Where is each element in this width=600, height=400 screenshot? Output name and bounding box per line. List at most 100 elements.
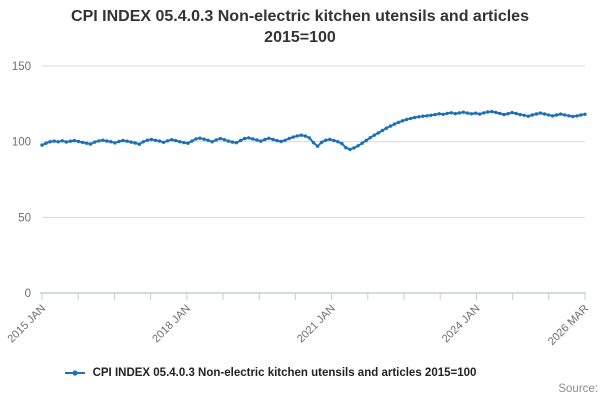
series-point xyxy=(396,120,401,125)
series-point xyxy=(563,113,567,117)
series-point xyxy=(449,111,453,115)
series-point xyxy=(433,112,437,117)
series-point xyxy=(97,139,101,143)
series-point xyxy=(344,146,348,150)
series-point xyxy=(441,112,445,117)
series-point xyxy=(405,117,409,122)
series-point xyxy=(409,116,413,121)
series-point xyxy=(145,138,150,142)
series-point xyxy=(425,114,429,118)
series-point xyxy=(242,136,247,141)
series-point xyxy=(315,144,320,148)
series-point xyxy=(518,112,522,117)
series-point xyxy=(56,140,60,144)
series-point xyxy=(340,141,344,146)
source-note: Source: xyxy=(558,383,598,395)
series-point xyxy=(328,137,332,142)
series-point xyxy=(165,139,170,143)
series-point xyxy=(559,112,563,116)
series-point xyxy=(279,139,283,144)
series-point xyxy=(174,138,178,143)
series-point xyxy=(80,140,85,145)
series-point xyxy=(522,113,526,118)
series-point xyxy=(332,138,336,143)
series-point xyxy=(263,137,267,142)
legend-label: CPI INDEX 05.4.0.3 Non-electric kitchen … xyxy=(92,367,477,379)
series-point xyxy=(453,112,457,116)
series-point xyxy=(376,131,380,135)
series-point xyxy=(579,113,583,117)
series-point xyxy=(542,112,547,116)
series-point xyxy=(303,134,308,138)
series-point xyxy=(234,141,239,145)
series-point xyxy=(202,137,206,141)
y-tick-label: 150 xyxy=(12,61,31,73)
series-point xyxy=(157,139,162,143)
series-point xyxy=(182,140,186,145)
series-point xyxy=(190,139,194,143)
series-point xyxy=(526,114,530,118)
series-point xyxy=(550,114,555,118)
series-point xyxy=(400,119,405,123)
series-point xyxy=(368,136,372,140)
series-point xyxy=(502,112,506,117)
series-point xyxy=(113,141,117,145)
series-point xyxy=(506,112,510,116)
series-point xyxy=(72,138,77,143)
series-point xyxy=(267,136,271,140)
series-point xyxy=(153,138,158,142)
chart-title-line1: CPI INDEX 05.4.0.3 Non-electric kitchen … xyxy=(71,8,529,25)
series-point xyxy=(554,113,559,117)
series-point xyxy=(64,140,69,144)
series-point xyxy=(465,111,470,115)
series-point xyxy=(384,126,389,130)
series-point xyxy=(356,144,360,148)
series-point xyxy=(324,138,328,142)
series-point xyxy=(141,140,145,144)
series-point xyxy=(206,138,210,142)
series-point xyxy=(149,137,154,142)
y-tick-label: 0 xyxy=(25,288,31,300)
series-point xyxy=(437,112,441,116)
series-point xyxy=(121,138,125,143)
series-point xyxy=(421,114,425,118)
series-point xyxy=(567,114,571,118)
series-point xyxy=(336,140,340,144)
series-point xyxy=(486,110,490,114)
series-point xyxy=(469,112,474,116)
series-point xyxy=(575,114,579,118)
series-point xyxy=(68,139,73,143)
series-point xyxy=(88,142,93,146)
series-point xyxy=(161,140,166,144)
series-point xyxy=(255,138,259,142)
series-point xyxy=(251,137,255,141)
series-point xyxy=(137,142,141,146)
series-point xyxy=(514,111,518,116)
series-point xyxy=(546,113,551,117)
series-point xyxy=(461,110,466,114)
series-point xyxy=(60,139,64,143)
series-point xyxy=(109,140,113,144)
series-point xyxy=(101,138,105,142)
y-tick-label: 50 xyxy=(18,212,31,224)
series-point xyxy=(194,137,198,141)
series-point xyxy=(538,111,543,115)
series-point xyxy=(295,134,299,138)
series-point xyxy=(198,136,202,140)
series-point xyxy=(392,122,397,126)
series-point xyxy=(348,147,352,152)
chart-title-line2: 2015=100 xyxy=(264,29,336,46)
x-tick-label: 2015 JAN xyxy=(5,303,48,346)
series-point xyxy=(133,141,137,145)
series-point xyxy=(259,139,263,143)
series-point xyxy=(482,111,486,115)
series-point xyxy=(445,111,449,116)
chart-title: CPI INDEX 05.4.0.3 Non-electric kitchen … xyxy=(0,6,600,48)
series-point xyxy=(214,138,218,142)
series-point xyxy=(287,136,291,141)
series-point xyxy=(210,140,214,144)
series-point xyxy=(186,141,190,145)
series-point xyxy=(283,138,287,142)
x-tick-label: 2021 JAN xyxy=(295,303,338,346)
